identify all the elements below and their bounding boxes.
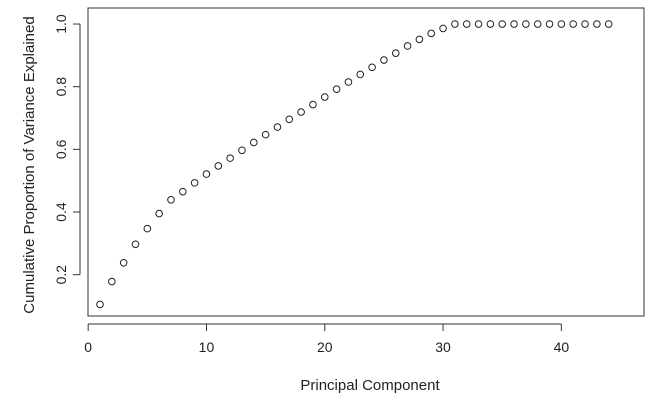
data-point [391,49,400,57]
data-point [202,170,211,178]
x-axis: 0 10 20 30 40 [84,323,570,355]
data-point [190,179,199,187]
data-points [96,20,613,309]
data-point [439,24,447,33]
data-point [297,108,305,116]
data-point [557,20,566,28]
y-tick-label: 1.0 [53,14,69,34]
data-point [320,93,329,101]
data-point [273,123,282,131]
data-point [332,85,341,93]
data-point [415,35,424,44]
data-point [131,240,140,249]
data-point [285,115,294,124]
x-tick-label: 30 [435,339,451,355]
data-point [545,20,554,28]
x-tick-label: 20 [317,339,333,355]
x-axis-label: Principal Component [300,377,440,394]
data-point [462,20,471,28]
y-tick-label: 0.6 [53,139,69,159]
plot-frame [87,7,645,317]
data-point [427,29,436,38]
data-point [368,63,376,72]
data-point [344,78,353,86]
data-point [309,100,317,109]
data-point [226,154,234,162]
x-tick-label: 40 [554,339,570,355]
data-point [261,130,270,139]
data-point [604,20,613,28]
data-point [380,56,388,64]
data-point [238,146,246,155]
data-point [119,258,128,267]
y-axis: 0.2 0.4 0.6 0.8 1.0 [53,14,81,285]
data-point [569,20,578,28]
x-tick-label: 10 [199,339,215,355]
data-point [108,277,116,286]
data-point [179,187,187,196]
data-point [403,42,412,50]
data-point [249,138,258,147]
data-point [593,20,601,28]
y-tick-label: 0.4 [53,202,69,222]
x-tick-label: 0 [84,339,92,355]
y-tick-label: 0.2 [53,265,69,285]
data-point [522,20,530,28]
data-point [486,20,495,28]
data-point [510,20,518,28]
data-point [451,20,459,28]
data-point [356,70,365,79]
data-point [143,224,152,233]
data-point [155,209,163,218]
data-point [214,162,223,170]
data-point [167,195,175,204]
data-point [533,20,542,28]
data-point [581,20,589,28]
data-point [96,300,104,309]
data-point [498,20,507,28]
y-tick-label: 0.8 [53,77,69,97]
y-axis-label: Cumulative Proportion of Variance Explai… [21,16,38,313]
data-point [474,20,483,28]
